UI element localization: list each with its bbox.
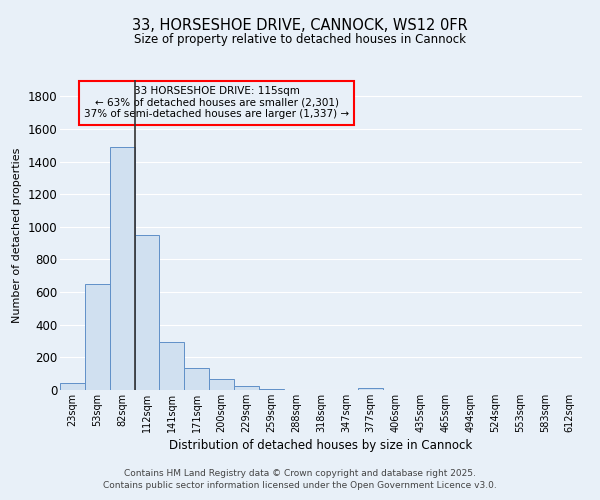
Bar [209, 380, 234, 390]
X-axis label: Distribution of detached houses by size in Cannock: Distribution of detached houses by size … [169, 439, 473, 452]
Text: Contains HM Land Registry data © Crown copyright and database right 2025.
Contai: Contains HM Land Registry data © Crown c… [103, 468, 497, 490]
Text: 33 HORSESHOE DRIVE: 115sqm
← 63% of detached houses are smaller (2,301)
37% of s: 33 HORSESHOE DRIVE: 115sqm ← 63% of deta… [84, 86, 349, 120]
Bar [234, 386, 259, 390]
Bar [358, 388, 383, 390]
Bar [184, 368, 209, 390]
Bar [110, 147, 134, 390]
Y-axis label: Number of detached properties: Number of detached properties [12, 148, 22, 322]
Text: Size of property relative to detached houses in Cannock: Size of property relative to detached ho… [134, 32, 466, 46]
Text: 33, HORSESHOE DRIVE, CANNOCK, WS12 0FR: 33, HORSESHOE DRIVE, CANNOCK, WS12 0FR [132, 18, 468, 32]
Bar [160, 342, 184, 390]
Bar [60, 382, 85, 390]
Bar [259, 389, 284, 390]
Bar [85, 284, 110, 390]
Bar [134, 235, 160, 390]
